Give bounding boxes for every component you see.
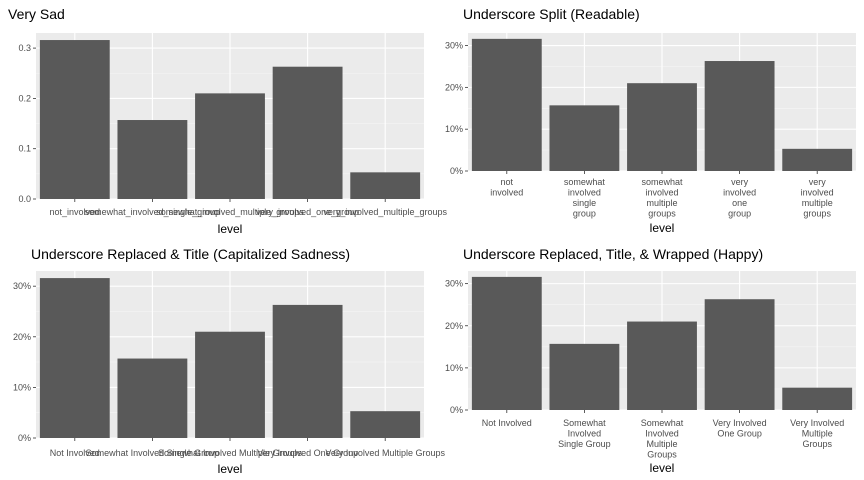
- y-tick-label: 20%: [445, 82, 463, 92]
- chart-underscore-split: Underscore Split (Readable) 0% 10% 20% 30% no…: [445, 6, 856, 235]
- x-axis-title: level: [650, 461, 675, 475]
- x-tick-label: somewhat involved multiple groups: [641, 177, 683, 219]
- bar: [117, 120, 188, 199]
- y-tick-label: 10%: [13, 382, 31, 392]
- x-tick-label: Somewhat Involved Single Group: [86, 448, 220, 458]
- x-axis-title: level: [650, 221, 675, 235]
- x-tick-label: somewhat_involved_multiple_groups: [156, 207, 304, 217]
- bar: [627, 321, 697, 410]
- x-tick-label: Very Involved One Group: [257, 448, 358, 458]
- y-tick-label: 0%: [18, 433, 31, 443]
- bar: [627, 83, 697, 171]
- x-axis-title: level: [218, 222, 243, 236]
- y-tick-label: 0%: [450, 405, 463, 415]
- x-tick-label: Somewhat Involved Single Group: [558, 418, 611, 449]
- chart-very-sad: Very Sad0.00.10.20.3not_involvedsomewhat…: [8, 6, 447, 236]
- bar: [350, 411, 421, 438]
- bar: [39, 278, 110, 438]
- x-tick-label: somewhat involved single group: [564, 177, 606, 219]
- x-tick-label: Very Involved One Group: [713, 418, 767, 439]
- bar: [549, 343, 620, 410]
- y-tick-label: 20%: [13, 332, 31, 342]
- y-tick-label: 0.0: [18, 194, 31, 204]
- y-tick-label: 30%: [13, 281, 31, 291]
- bar: [39, 40, 110, 200]
- chart-title: Underscore Replaced, Title, & Wrapped (H…: [463, 246, 763, 262]
- chart-title: Very Sad: [8, 6, 65, 22]
- x-tick-label: very involved multiple groups: [801, 177, 834, 219]
- y-tick-label: 20%: [445, 321, 463, 331]
- y-tick-label: 0.3: [18, 43, 31, 53]
- bar: [549, 105, 620, 171]
- x-tick-label: Somewhat Involved Multiple Groups: [641, 418, 684, 460]
- bar: [471, 276, 542, 410]
- y-tick-label: 0.2: [18, 93, 31, 103]
- y-tick-label: 0%: [450, 166, 463, 176]
- bar: [704, 61, 775, 171]
- y-tick-label: 30%: [445, 279, 463, 289]
- bar: [704, 299, 775, 410]
- x-tick-label: Very Involved Multiple Groups: [790, 418, 844, 449]
- chart-title: Underscore Replaced & Title (Capitalized…: [31, 246, 350, 262]
- bar: [272, 304, 343, 438]
- chart-underscore-replaced-wrapped: Underscore Replaced, Title, & Wrapped (H…: [445, 246, 856, 475]
- bar: [782, 148, 853, 171]
- x-tick-label: very_involved_one_group: [256, 207, 359, 217]
- x-tick-label: not involved: [490, 177, 523, 198]
- x-tick-label: Not Involved: [50, 448, 100, 458]
- x-tick-label: very_involved_multiple_groups: [323, 207, 447, 217]
- bar: [350, 172, 421, 199]
- bar: [471, 38, 542, 171]
- x-tick-label: very involved one group: [723, 177, 756, 219]
- bar: [195, 331, 265, 438]
- chart-title: Underscore Split (Readable): [463, 6, 640, 22]
- bar: [272, 66, 343, 199]
- y-tick-label: 0.1: [18, 144, 31, 154]
- y-tick-label: 10%: [445, 363, 463, 373]
- y-tick-label: 30%: [445, 41, 463, 51]
- y-tick-label: 10%: [445, 124, 463, 134]
- x-tick-label: Somewhat Involved Multiple Groups: [158, 448, 303, 458]
- bar: [782, 387, 853, 410]
- x-axis-title: level: [218, 462, 243, 476]
- chart-underscore-replaced-title: Underscore Replaced & Title (Capitalized…: [13, 246, 445, 476]
- x-tick-label: Not Involved: [482, 418, 532, 428]
- x-tick-label: somewhat_involved_single_group: [85, 207, 221, 217]
- bar: [117, 358, 188, 438]
- x-tick-label: not_involved: [50, 207, 101, 217]
- x-tick-label: Very Involved Multiple Groups: [325, 448, 445, 458]
- bar: [195, 93, 265, 199]
